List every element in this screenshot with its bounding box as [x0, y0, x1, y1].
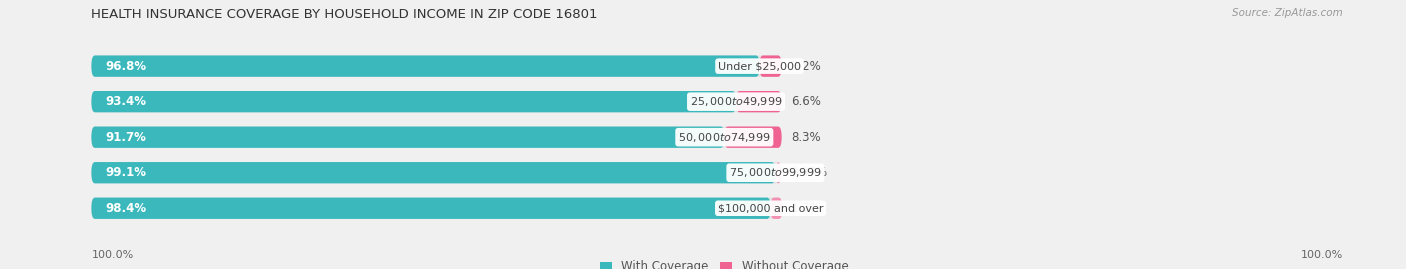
Text: 1.7%: 1.7%	[792, 202, 821, 215]
FancyBboxPatch shape	[91, 198, 782, 219]
FancyBboxPatch shape	[770, 198, 782, 219]
Text: Under $25,000: Under $25,000	[718, 61, 801, 71]
Text: 96.8%: 96.8%	[105, 60, 146, 73]
Text: 98.4%: 98.4%	[105, 202, 146, 215]
FancyBboxPatch shape	[91, 91, 782, 112]
FancyBboxPatch shape	[91, 126, 782, 148]
Text: HEALTH INSURANCE COVERAGE BY HOUSEHOLD INCOME IN ZIP CODE 16801: HEALTH INSURANCE COVERAGE BY HOUSEHOLD I…	[91, 8, 598, 21]
Text: 6.6%: 6.6%	[790, 95, 821, 108]
FancyBboxPatch shape	[91, 55, 782, 77]
FancyBboxPatch shape	[91, 198, 770, 219]
Text: $50,000 to $74,999: $50,000 to $74,999	[678, 131, 770, 144]
Text: 100.0%: 100.0%	[1301, 250, 1343, 260]
Text: 91.7%: 91.7%	[105, 131, 146, 144]
FancyBboxPatch shape	[759, 55, 782, 77]
Text: Source: ZipAtlas.com: Source: ZipAtlas.com	[1232, 8, 1343, 18]
Text: 8.3%: 8.3%	[790, 131, 821, 144]
FancyBboxPatch shape	[91, 91, 737, 112]
Text: $75,000 to $99,999: $75,000 to $99,999	[730, 166, 821, 179]
Legend: With Coverage, Without Coverage: With Coverage, Without Coverage	[595, 256, 853, 269]
FancyBboxPatch shape	[724, 126, 782, 148]
Text: 3.2%: 3.2%	[790, 60, 821, 73]
FancyBboxPatch shape	[91, 126, 724, 148]
FancyBboxPatch shape	[91, 162, 775, 183]
FancyBboxPatch shape	[91, 55, 759, 77]
FancyBboxPatch shape	[91, 162, 782, 183]
Text: 93.4%: 93.4%	[105, 95, 146, 108]
Text: 99.1%: 99.1%	[105, 166, 146, 179]
Text: 0.87%: 0.87%	[790, 166, 828, 179]
Text: $25,000 to $49,999: $25,000 to $49,999	[690, 95, 782, 108]
FancyBboxPatch shape	[775, 162, 782, 183]
FancyBboxPatch shape	[737, 91, 782, 112]
Text: $100,000 and over: $100,000 and over	[718, 203, 824, 213]
Text: 100.0%: 100.0%	[91, 250, 134, 260]
